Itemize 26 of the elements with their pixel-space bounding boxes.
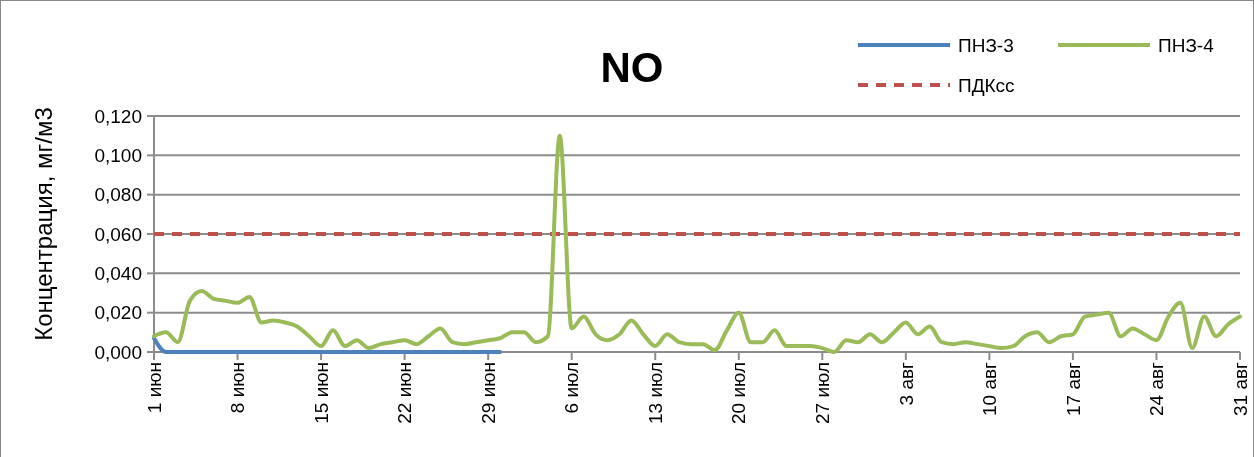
x-tick-label: 8 июн [227, 362, 249, 414]
x-tick-label: 15 июн [310, 362, 332, 424]
x-tick-label: 13 июл [644, 362, 666, 424]
y-tick-label: 0,080 [94, 184, 142, 206]
x-tick-label: 6 июл [561, 362, 583, 414]
x-tick-label: 31 авг [1229, 361, 1251, 417]
y-tick-label: 0,060 [94, 223, 142, 245]
x-tick-label: 1 июн [143, 362, 165, 414]
y-tick-label: 0,100 [94, 144, 142, 166]
x-tick-label: 22 июн [394, 362, 416, 424]
y-tick-label: 0,120 [94, 105, 142, 127]
x-tick-label: 10 авг [979, 361, 1001, 417]
y-tick-label: 0,000 [94, 341, 142, 363]
x-tick-label: 20 июл [728, 362, 750, 424]
y-tick-label: 0,040 [94, 262, 142, 284]
legend-label: ПДКсс [958, 74, 1015, 96]
y-axis-title: Концентрация, мг/м3 [30, 107, 57, 341]
x-tick-label: 17 авг [1062, 361, 1084, 417]
x-tick-label: 3 авг [895, 361, 917, 406]
x-tick-label: 29 июн [477, 362, 499, 424]
chart-title: NO [600, 44, 664, 91]
legend-label: ПНЗ-4 [1158, 34, 1215, 56]
y-tick-label: 0,020 [94, 302, 142, 324]
x-tick-label: 27 июл [811, 362, 833, 424]
x-tick-label: 24 авг [1146, 361, 1168, 417]
legend-label: ПНЗ-3 [958, 34, 1014, 56]
